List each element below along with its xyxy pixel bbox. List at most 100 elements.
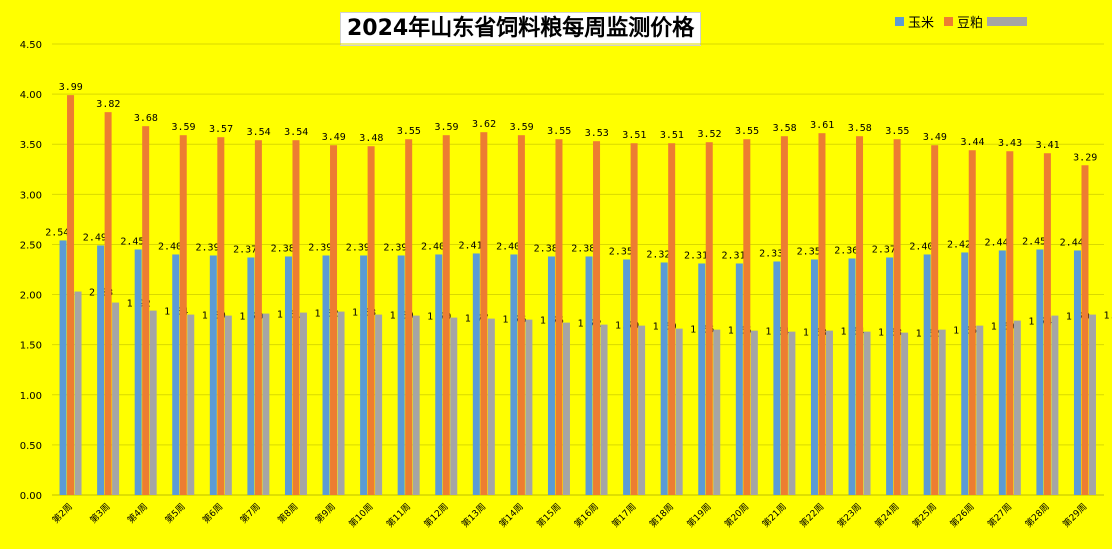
x-tick-label: 第23周 [835, 501, 864, 530]
bar-series-3 [450, 317, 458, 495]
data-label-series-1: 2.33 [759, 248, 783, 259]
data-label-series-2: 3.55 [547, 126, 571, 137]
bar-series-2 [517, 135, 525, 496]
data-label-series-1: 2.49 [83, 232, 107, 243]
y-tick-label: 0.50 [20, 441, 42, 452]
bar-series-3 [750, 330, 758, 495]
bar-series-1 [660, 262, 668, 495]
bar-series-2 [1043, 153, 1051, 495]
bar-series-2 [630, 143, 638, 495]
bar-series-3 [788, 331, 796, 495]
bar-series-3 [74, 291, 82, 495]
bar-series-2 [442, 135, 450, 496]
bar-series-3 [825, 330, 833, 495]
x-tick-label: 第12周 [421, 501, 450, 530]
bar-series-2 [367, 146, 375, 495]
data-label-series-2: 3.29 [1073, 152, 1097, 163]
bar-series-3 [112, 302, 120, 495]
x-tick-label: 第21周 [759, 501, 788, 530]
bar-series-1 [97, 245, 105, 495]
data-label-series-2: 3.68 [134, 113, 158, 124]
bar-series-2 [104, 112, 112, 495]
bar-series-1 [510, 254, 518, 495]
x-tick-label: 第24周 [872, 501, 901, 530]
bar-series-3 [562, 322, 570, 495]
data-label-series-1: 2.38 [271, 243, 295, 254]
data-label-series-2: 3.51 [622, 130, 646, 141]
data-label-series-1: 2.39 [196, 242, 220, 253]
bar-series-3 [600, 324, 608, 495]
bar-series-2 [254, 140, 262, 496]
data-label-series-1: 2.38 [571, 243, 595, 254]
data-label-series-1: 2.39 [346, 242, 370, 253]
bar-series-1 [247, 257, 255, 495]
x-tick-label: 第11周 [384, 501, 413, 530]
bar-series-2 [893, 139, 901, 495]
bar-series-1 [735, 263, 743, 495]
bar-series-3 [487, 318, 495, 495]
x-tick-label: 第4周 [125, 501, 150, 526]
x-tick-label: 第20周 [722, 501, 751, 530]
x-tick-label: 第19周 [684, 501, 713, 530]
y-tick-label: 1.50 [20, 341, 42, 352]
bar-series-3 [863, 331, 871, 495]
bar-series-1 [923, 254, 931, 495]
x-tick-label: 第7周 [237, 501, 262, 526]
x-tick-label: 第6周 [200, 501, 225, 526]
bar-series-2 [217, 137, 225, 495]
bar-series-3 [675, 328, 683, 495]
legend-label-series-2: 豆粕 [957, 16, 984, 31]
x-tick-label: 第16周 [572, 501, 601, 530]
bar-series-3 [1013, 320, 1021, 495]
legend-swatch-series-3 [987, 17, 1028, 26]
bar-series-1 [698, 263, 706, 495]
bar-series-1 [1036, 249, 1044, 495]
bar-series-3 [149, 310, 157, 495]
data-label-series-2: 3.49 [322, 132, 346, 143]
bar-series-1 [134, 249, 142, 495]
data-label-series-2: 3.62 [472, 119, 496, 130]
x-tick-label: 第9周 [313, 501, 338, 526]
bar-series-1 [209, 255, 217, 495]
y-tick-label: 4.00 [20, 90, 42, 101]
data-label-series-1: 2.37 [233, 244, 257, 255]
x-tick-label: 第2周 [50, 501, 75, 526]
bar-series-2 [330, 145, 338, 496]
data-label-series-2: 3.58 [848, 123, 872, 134]
data-label-series-1: 2.39 [308, 242, 332, 253]
data-label-series-2: 3.61 [810, 120, 834, 131]
x-tick-label: 第3周 [87, 501, 112, 526]
data-label-series-2: 3.82 [96, 99, 120, 110]
bar-series-1 [360, 255, 368, 495]
bar-series-3 [638, 325, 646, 495]
bar-series-1 [773, 261, 781, 495]
legend-item-series-2: 豆粕 [944, 12, 1028, 31]
data-label-series-2: 3.48 [359, 133, 383, 144]
data-label-series-1: 2.35 [797, 246, 821, 257]
bar-series-3 [901, 332, 909, 495]
x-tick-label: 第26周 [947, 501, 976, 530]
data-label-series-2: 3.49 [923, 132, 947, 143]
bar-series-1 [472, 253, 480, 495]
data-label-series-2: 3.55 [885, 126, 909, 137]
bar-series-2 [593, 141, 601, 495]
bar-series-2 [480, 132, 488, 495]
bar-series-2 [292, 140, 300, 496]
bar-series-1 [1073, 250, 1081, 495]
bar-series-2 [931, 145, 939, 496]
bar-series-1 [547, 256, 555, 495]
data-label-series-1: 2.54 [45, 227, 69, 238]
data-label-series-2: 3.53 [585, 128, 609, 139]
bar-series-2 [179, 135, 187, 496]
bar-series-3 [976, 325, 984, 495]
bar-series-2 [1081, 165, 1089, 495]
bar-series-1 [172, 254, 180, 495]
data-label-series-2: 3.57 [209, 124, 233, 135]
data-label-series-2: 3.58 [773, 123, 797, 134]
bar-series-3 [262, 313, 270, 495]
data-label-series-1: 2.35 [609, 246, 633, 257]
x-tick-label: 第25周 [910, 501, 939, 530]
data-label-series-1: 2.39 [383, 242, 407, 253]
x-tick-label: 第17周 [609, 501, 638, 530]
data-label-series-1: 2.40 [496, 241, 520, 252]
